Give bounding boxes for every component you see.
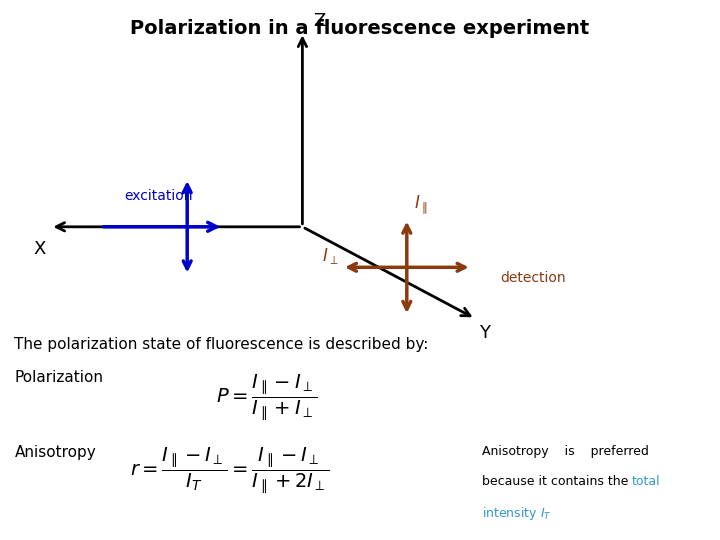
Text: $P = \dfrac{I_\parallel - I_\perp}{I_\parallel + I_\perp}$: $P = \dfrac{I_\parallel - I_\perp}{I_\pa… [216, 373, 317, 423]
Text: X: X [33, 240, 46, 258]
Text: Polarization in a fluorescence experiment: Polarization in a fluorescence experimen… [130, 19, 590, 38]
Text: detection: detection [500, 271, 566, 285]
Text: Y: Y [479, 324, 490, 342]
Text: $r = \dfrac{I_\parallel - I_\perp}{I_T} = \dfrac{I_\parallel - I_\perp}{I_\paral: $r = \dfrac{I_\parallel - I_\perp}{I_T} … [130, 446, 329, 496]
Text: because it contains the: because it contains the [482, 475, 633, 488]
Text: The polarization state of fluorescence is described by:: The polarization state of fluorescence i… [14, 338, 429, 353]
Text: excitation: excitation [124, 188, 193, 202]
Text: total: total [632, 475, 661, 488]
Text: Anisotropy    is    preferred: Anisotropy is preferred [482, 446, 649, 458]
Text: $I_\parallel$: $I_\parallel$ [414, 193, 428, 216]
Text: $I_\perp$: $I_\perp$ [322, 246, 338, 267]
Text: Z: Z [313, 12, 325, 30]
Text: intensity $I_T$: intensity $I_T$ [482, 505, 552, 522]
Text: Anisotropy: Anisotropy [14, 446, 96, 461]
Text: Polarization: Polarization [14, 370, 104, 385]
